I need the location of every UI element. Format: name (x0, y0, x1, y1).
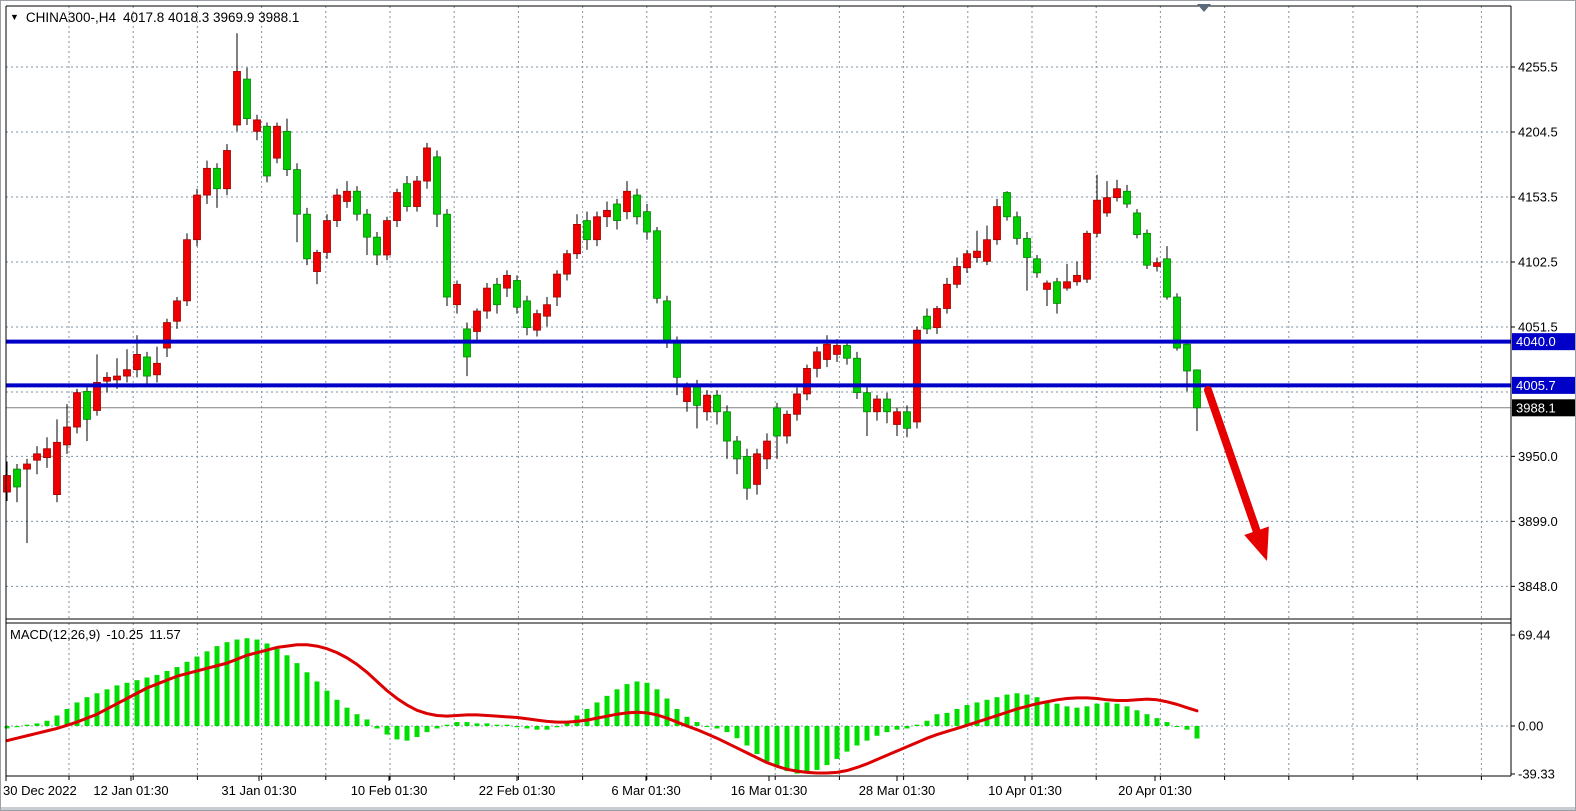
svg-text:28 Mar 01:30: 28 Mar 01:30 (859, 783, 936, 798)
window-bottom-strip (1, 807, 1575, 810)
macd-signal-line (5, 643, 1199, 775)
macd-signal-value: 11.57 (149, 627, 181, 642)
macd-name: MACD(12,26,9) (10, 627, 101, 642)
svg-text:0.00: 0.00 (1518, 719, 1543, 734)
svg-text:4040.0: 4040.0 (1516, 334, 1556, 349)
svg-text:10 Feb 01:30: 10 Feb 01:30 (351, 783, 428, 798)
macd-indicator-label: MACD(12,26,9) -10.25 11.57 (10, 627, 181, 642)
panel-borders (5, 5, 1512, 777)
macd-histogram (4, 638, 1200, 774)
chart-title: ▼ CHINA300-,H4 4017.8 4018.3 3969.9 3988… (10, 10, 299, 25)
svg-text:69.44: 69.44 (1518, 628, 1551, 643)
svg-text:4005.7: 4005.7 (1516, 378, 1556, 393)
down-trend-arrow[interactable] (1204, 386, 1269, 561)
price-axis[interactable]: 4255.5 4204.5 4153.5 4102.5 4051.5 3950.0 3899… (1511, 60, 1576, 782)
svg-text:22 Feb 01:30: 22 Feb 01:30 (479, 783, 556, 798)
chart-symbol-timeframe: CHINA300-,H4 (25, 10, 116, 25)
svg-text:30 Dec 2022: 30 Dec 2022 (3, 783, 77, 798)
svg-text:3988.1: 3988.1 (1516, 400, 1556, 415)
grid-lines (6, 6, 1511, 776)
svg-text:31 Jan 01:30: 31 Jan 01:30 (221, 783, 296, 798)
svg-text:16 Mar 01:30: 16 Mar 01:30 (731, 783, 808, 798)
time-axis[interactable]: 30 Dec 2022 12 Jan 01:30 31 Jan 01:30 10 Fe… (3, 776, 1482, 798)
svg-text:3899.0: 3899.0 (1518, 514, 1558, 529)
svg-text:-39.33: -39.33 (1518, 766, 1555, 781)
svg-text:10 Apr 01:30: 10 Apr 01:30 (988, 783, 1062, 798)
chart-ohlc-values: 4017.8 4018.3 3969.9 3988.1 (122, 10, 300, 25)
svg-text:4255.5: 4255.5 (1518, 60, 1558, 75)
svg-text:12 Jan 01:30: 12 Jan 01:30 (93, 783, 168, 798)
svg-text:4051.5: 4051.5 (1518, 320, 1558, 335)
candles (3, 33, 1201, 544)
horizontal-level-lines[interactable] (6, 339, 1511, 388)
svg-text:20 Apr 01:30: 20 Apr 01:30 (1118, 783, 1192, 798)
svg-text:3848.0: 3848.0 (1518, 579, 1558, 594)
svg-text:4102.5: 4102.5 (1518, 255, 1558, 270)
last-bar-position-marker-icon (1197, 4, 1211, 12)
macd-main-value: -10.25 (106, 627, 144, 642)
svg-text:4204.5: 4204.5 (1518, 125, 1558, 140)
svg-text:3950.0: 3950.0 (1518, 449, 1558, 464)
symbol-dropdown-icon: ▼ (10, 12, 19, 22)
svg-text:6 Mar 01:30: 6 Mar 01:30 (611, 783, 680, 798)
svg-text:4153.5: 4153.5 (1518, 190, 1558, 205)
